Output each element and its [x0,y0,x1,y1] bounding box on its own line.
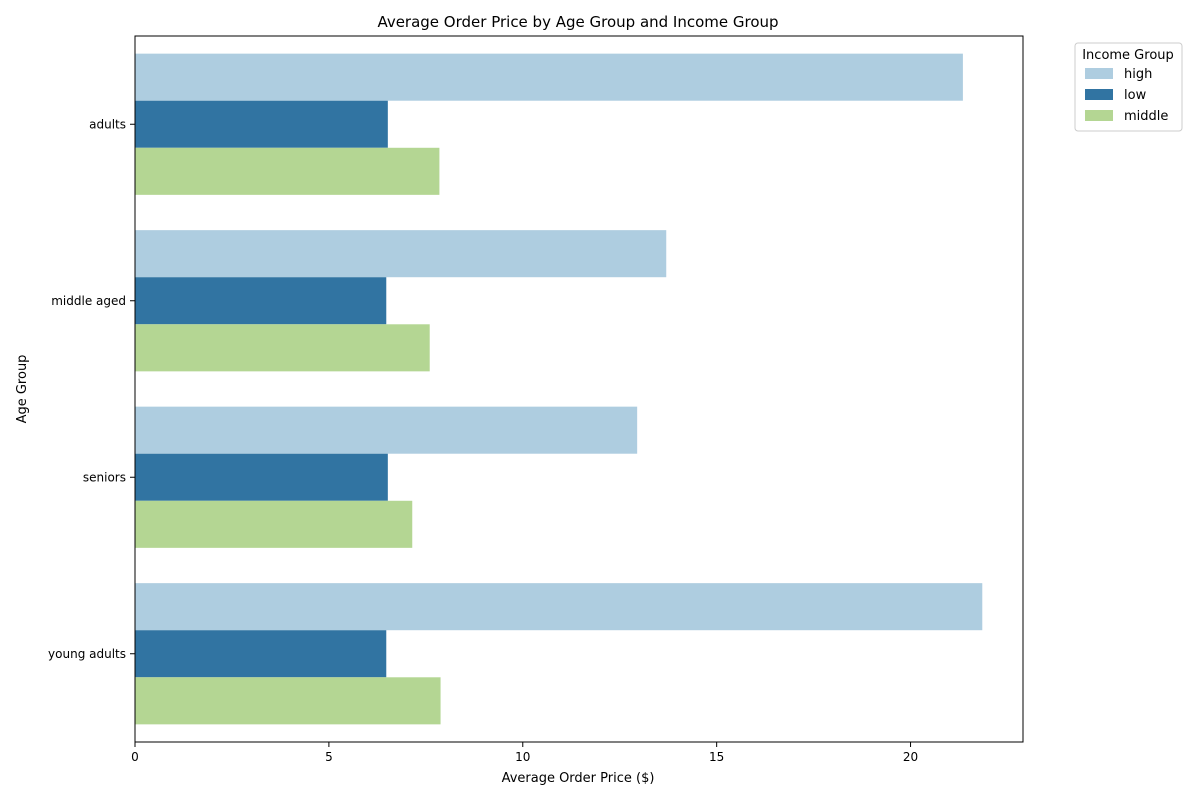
y-axis-label: Age Group [15,355,30,424]
y-axis-ticks: adults middle aged seniors young adults [48,117,135,661]
bar-seniors-low [135,453,388,501]
plot-frame [134,35,1024,743]
legend-items: high low middle [1085,67,1168,124]
bar-adults-middle [135,147,440,195]
x-tick-label: 15 [709,750,724,764]
bar-young-adults-low [135,630,387,678]
legend-title: Income Group [1082,48,1174,63]
x-tick-label: 10 [515,750,530,764]
x-axis-label: Average Order Price ($) [502,771,655,786]
bar-seniors-middle [135,500,413,548]
legend-swatch-low [1085,89,1113,100]
bar-young-adults-middle [135,677,441,725]
legend: Income Group high low middle [1074,42,1183,132]
y-tick-label: seniors [83,470,126,484]
y-tick-label: young adults [48,647,126,661]
x-axis-ticks: 0 5 10 15 20 [131,742,918,764]
bar-adults-low [135,100,388,148]
bar-middle-aged-low [135,277,387,325]
legend-swatch-high [1085,68,1113,79]
x-tick-label: 0 [131,750,139,764]
bar-middle-aged-high [135,230,667,278]
bar-middle-aged-middle [135,324,430,372]
legend-label-middle: middle [1124,109,1168,124]
legend-label-high: high [1124,67,1152,82]
y-tick-label: adults [89,117,126,131]
bar-seniors-high [135,406,638,454]
bars-layer [135,53,983,725]
legend-frame [1074,42,1183,132]
legend-label-low: low [1124,88,1147,103]
chart-title: Average Order Price by Age Group and Inc… [377,13,778,31]
x-tick-label: 20 [903,750,918,764]
x-tick-label: 5 [325,750,333,764]
bar-young-adults-high [135,583,983,631]
y-tick-label: middle aged [51,294,126,308]
bar-adults-high [135,53,963,101]
legend-swatch-middle [1085,110,1113,121]
